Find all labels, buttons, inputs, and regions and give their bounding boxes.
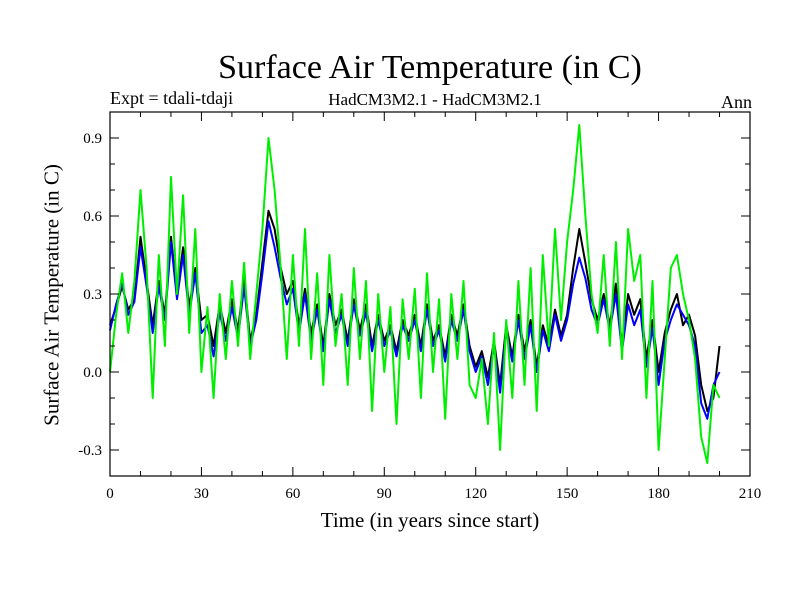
x-tick-label: 150 (556, 486, 579, 502)
series-line-green (109, 124, 721, 464)
period-label: Ann (721, 92, 752, 112)
x-tick-label: 120 (464, 486, 487, 502)
experiment-label: Expt = tdali-tdaji (110, 88, 234, 108)
series-line-blue (109, 220, 721, 420)
y-tick-label: 0.9 (83, 131, 102, 147)
x-tick-label: 180 (647, 486, 670, 502)
model-comparison-label: HadCM3M2.1 - HadCM3M2.1 (328, 90, 542, 109)
x-tick-label: 210 (739, 486, 762, 502)
y-tick-label: -0.3 (78, 443, 102, 459)
x-axis-label: Time (in years since start) (320, 508, 540, 532)
x-tick-label: 90 (377, 486, 392, 502)
plot-frame (109, 111, 751, 477)
y-tick-label: 0.3 (83, 287, 102, 303)
x-tick-label: 0 (106, 486, 114, 502)
chart-title: Surface Air Temperature (in C) (218, 49, 642, 86)
y-tick-label: 0.0 (83, 365, 102, 381)
x-tick-label: 60 (285, 486, 300, 502)
x-tick-label: 30 (194, 486, 209, 502)
y-tick-label: 0.6 (83, 209, 102, 225)
